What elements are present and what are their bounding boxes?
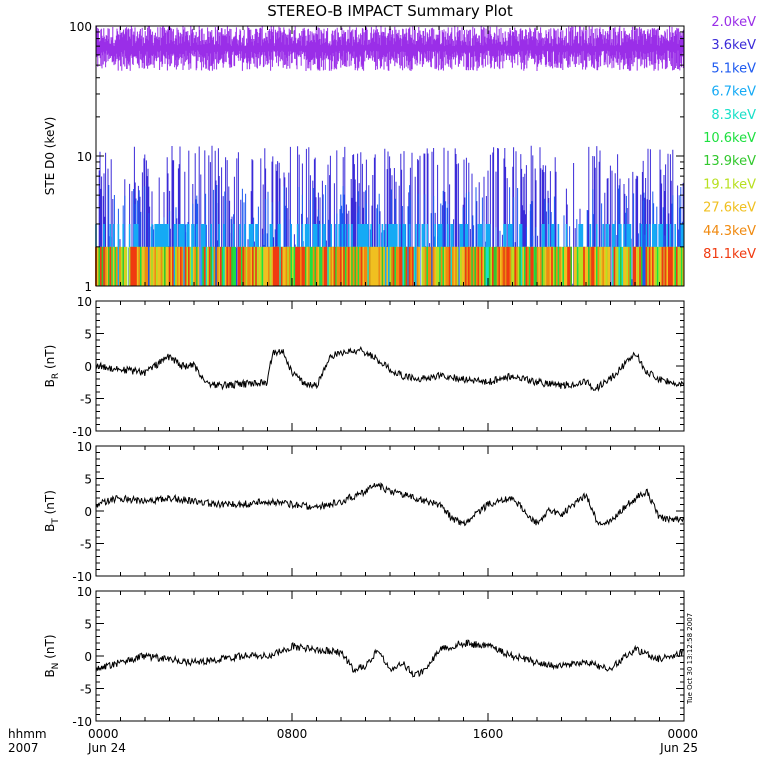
bn-ytick-label: -10: [72, 715, 92, 729]
bt-frame: [95, 445, 685, 577]
br-ytick-label: 5: [84, 328, 92, 342]
bn-ylabel: BN (nT): [43, 634, 61, 677]
x-tick-label: 1600: [473, 727, 504, 741]
legend-entry: 27.6keV: [703, 201, 756, 216]
br-ytick-label: 0: [84, 360, 92, 374]
br-ylabel-main: B: [43, 379, 57, 387]
bt-ylabel-unit: (nT): [43, 490, 57, 518]
bt-ytick-label: -5: [80, 538, 92, 552]
panel-ste-ylabel: STE D0 (keV): [43, 117, 57, 196]
ste-series-2.0keV: [95, 26, 684, 71]
bn-frame: [95, 590, 685, 722]
legend-entry: 10.6keV: [703, 131, 756, 146]
bn-ytick-label: 0: [84, 650, 92, 664]
bn-ytick-label: 10: [77, 585, 92, 599]
chart-title: STEREO-B IMPACT Summary Plot: [267, 2, 513, 20]
legend-entry: 19.1keV: [703, 177, 756, 192]
panel-ste: 1 10 100 STE D0 (keV): [43, 20, 685, 294]
bn-ytick-label: -5: [80, 683, 92, 697]
bn-ylabel-sub: N: [51, 663, 61, 670]
bt-ylabel-sub: T: [51, 518, 61, 525]
panel-bt: -10 -5 0 5 10 BT (nT): [43, 440, 685, 584]
ste-trace-2.0keV: [95, 26, 684, 71]
ste-ytick-label: 1: [84, 280, 92, 294]
bt-ylabel: BT (nT): [43, 490, 61, 532]
legend-entry: 13.9keV: [703, 154, 756, 169]
x-tick-label: 0000: [667, 727, 698, 741]
bt-trace: [95, 481, 685, 527]
legend-entry: 8.3keV: [711, 108, 756, 123]
bn-ylabel-main: B: [43, 669, 57, 677]
x-tick-date: Jun 25: [659, 741, 698, 755]
bt-ylabel-main: B: [43, 524, 57, 532]
bt-ytick-label: 5: [84, 473, 92, 487]
panel-br: -10 -5 0 5 10 BR (nT): [43, 295, 685, 439]
br-trace: [95, 345, 685, 392]
bt-ytick-label: -10: [72, 570, 92, 584]
br-ytick-label: -10: [72, 425, 92, 439]
br-ylabel-sub: R: [51, 373, 61, 379]
bn-trace: [95, 639, 685, 678]
br-ytick-label: 10: [77, 295, 92, 309]
bn-ylabel-unit: (nT): [43, 634, 57, 662]
x-axis-time-label: hhmm: [8, 727, 47, 741]
ste-ytick-label: 100: [69, 20, 92, 34]
ste-ytick-label: 10: [77, 150, 92, 164]
br-ylabel: BR (nT): [43, 345, 61, 388]
x-tick-label: 0800: [277, 727, 308, 741]
legend-entry: 6.7keV: [711, 85, 756, 100]
timestamp-note: Tue Oct 30 13:12:58 2007: [686, 613, 694, 705]
legend-entry: 2.0keV: [711, 15, 756, 30]
panel-bn: -10 -5 0 5 10 BN (nT): [43, 585, 685, 729]
br-ylabel-unit: (nT): [43, 345, 57, 373]
legend-entry: 81.1keV: [703, 247, 756, 262]
legend-entry: 44.3keV: [703, 224, 756, 239]
legend-entry: 5.1keV: [711, 61, 756, 76]
x-axis-year-label: 2007: [8, 741, 39, 755]
br-ytick-label: -5: [80, 393, 92, 407]
bt-ytick-label: 10: [77, 440, 92, 454]
x-tick-label: 0000: [88, 727, 119, 741]
legend-entry: 3.6keV: [711, 38, 756, 53]
x-tick-date: Jun 24: [87, 741, 126, 755]
bn-ytick-label: 5: [84, 618, 92, 632]
bt-ytick-label: 0: [84, 505, 92, 519]
legend: 2.0keV 3.6keV 5.1keV 6.7keV 8.3keV 10.6keV 13.…: [703, 15, 756, 262]
